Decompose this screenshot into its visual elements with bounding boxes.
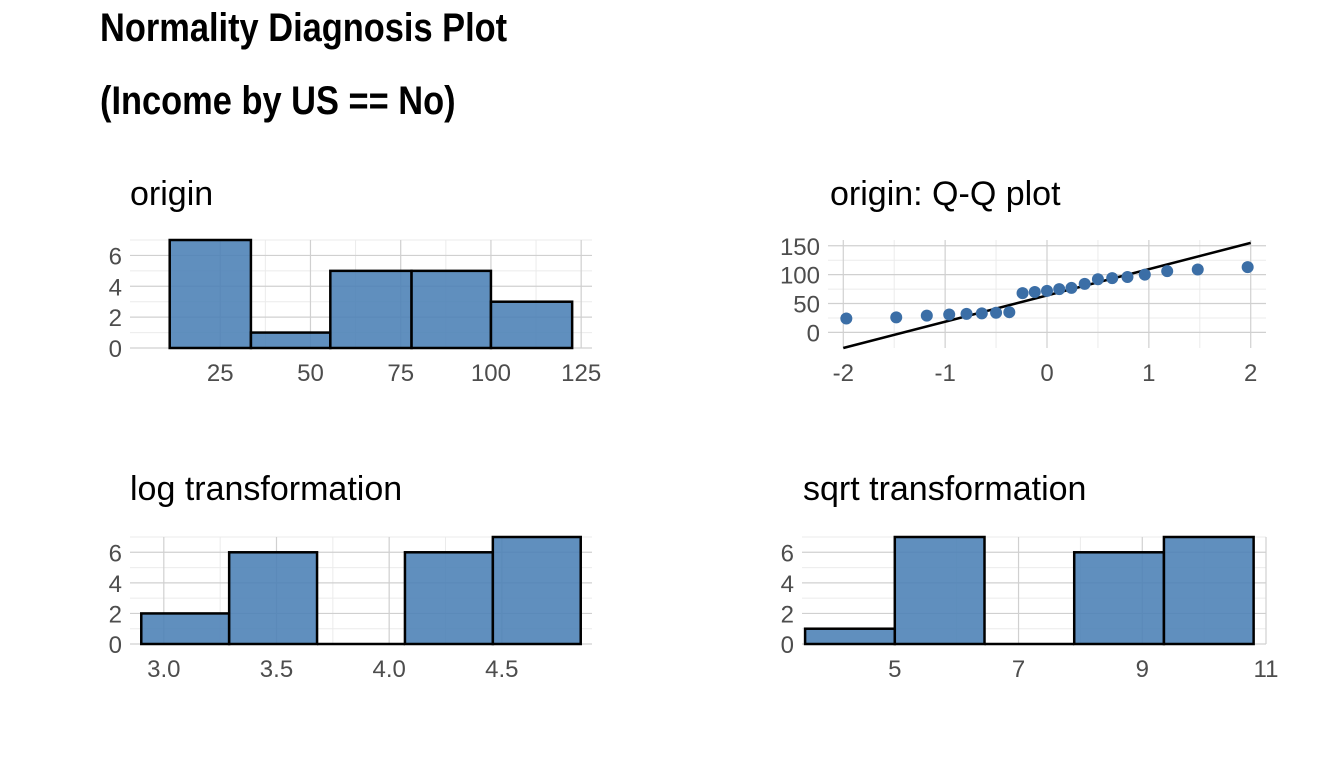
histogram-bar [491,535,582,646]
histogram-bar [140,612,231,646]
x-tick-label: 50 [297,360,324,387]
x-tick-label: 3.0 [147,656,180,683]
qq-point [975,307,988,320]
x-tick-label: 4.0 [372,656,405,683]
x-tick-label: 1 [1142,360,1155,387]
qq-point [1078,277,1091,290]
histogram-bar [249,331,332,350]
y-tick-label: 0 [109,632,122,659]
x-tick-label: 5 [888,656,901,683]
x-tick-label: 7 [1012,656,1025,683]
y-tick-label: 6 [109,540,122,567]
x-tick-label: -1 [934,360,955,387]
histogram-bar [803,627,897,646]
y-tick-label: 0 [109,336,122,363]
y-tick-label: 2 [109,305,122,332]
qq-point [1191,263,1204,276]
qq-point [840,312,853,325]
histogram-bar [168,238,253,350]
histogram-bar [410,269,493,350]
x-tick-label: 25 [207,360,234,387]
x-tick-label: 3.5 [260,656,293,683]
histogram-bar [329,269,413,350]
histogram-bar [893,535,986,646]
qq-point [1241,261,1254,274]
y-tick-label: 0 [781,632,794,659]
qq-point [943,308,956,321]
main-subtitle: (Income by US == No) [100,79,456,123]
x-tick-label: 125 [561,360,601,387]
y-tick-label: 4 [781,571,794,598]
y-tick-label: 4 [109,571,122,598]
histogram-bar [489,300,574,350]
histogram-bar [227,551,319,646]
histogram-bar [1162,535,1255,646]
histogram-bar [403,551,495,646]
qq-point [920,309,933,322]
qq-point [1121,270,1134,283]
histogram-bar [1072,551,1166,646]
qq-point [1016,287,1029,300]
qq-point [1041,284,1053,297]
qq-point [1028,285,1041,298]
qq-point [990,306,1003,319]
x-tick-label: 75 [387,360,414,387]
x-tick-label: -2 [833,360,854,387]
y-tick-label: 2 [109,601,122,628]
y-tick-label: 2 [781,601,794,628]
x-tick-label: 0 [1040,360,1053,387]
qq-point [890,311,903,324]
panel-origin: origin 0 2 4 6 25 50 75 100 125 [109,175,602,387]
x-tick-label: 2 [1244,360,1257,387]
x-tick-label: 4.5 [485,656,518,683]
panel-title: log transformation [130,470,402,508]
y-tick-label: 4 [109,274,122,301]
qq-point [1106,272,1119,285]
x-tick-label: 100 [471,360,511,387]
qq-point [1065,281,1078,294]
panel-sqrt: sqrt transformation 0 2 4 6 5 7 9 11 [781,470,1279,683]
panel-title: origin: Q-Q plot [830,175,1061,213]
qq-point [1091,273,1104,286]
y-tick-label: 0 [807,320,820,347]
qq-point [1053,283,1066,296]
y-tick-label: 6 [781,540,794,567]
y-tick-label: 6 [109,243,122,270]
main-title: Normality Diagnosis Plot [100,6,508,50]
x-tick-label: 11 [1254,656,1279,683]
qq-point [1003,306,1016,319]
y-tick-label: 100 [780,263,820,290]
qq-point [1138,268,1151,281]
panel-title: origin [130,175,213,213]
qq-point [960,307,973,320]
x-tick-label: 9 [1136,656,1149,683]
panel-log: log transformation 0 2 4 6 3.0 3.5 4.0 4.5 [109,470,592,683]
panel-title: sqrt transformation [803,470,1086,508]
qq-point [1161,265,1174,278]
y-tick-label: 50 [793,292,820,319]
y-tick-label: 150 [780,234,820,261]
